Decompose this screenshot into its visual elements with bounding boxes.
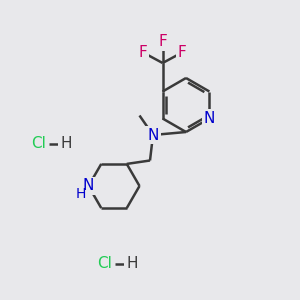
Text: N: N [204,111,215,126]
Text: H: H [126,256,138,272]
Text: H: H [60,136,72,152]
Text: H: H [76,188,86,201]
Text: F: F [139,45,148,60]
Text: Cl: Cl [98,256,112,272]
Text: Cl: Cl [32,136,46,152]
Text: F: F [158,34,167,50]
Text: N: N [83,178,94,194]
Text: N: N [147,128,159,142]
Text: F: F [178,45,187,60]
